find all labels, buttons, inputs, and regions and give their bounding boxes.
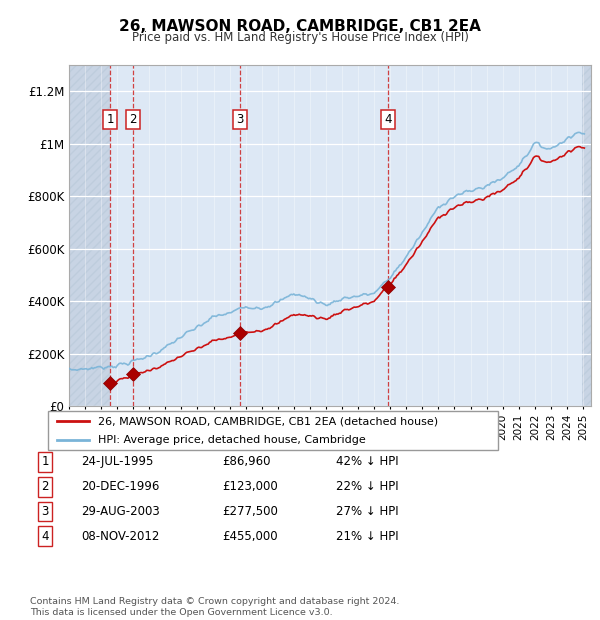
FancyBboxPatch shape [48,411,498,449]
Text: £123,000: £123,000 [222,480,278,493]
Bar [69,65,110,406]
Text: 24-JUL-1995: 24-JUL-1995 [81,456,154,468]
Text: 26, MAWSON ROAD, CAMBRIDGE, CB1 2EA: 26, MAWSON ROAD, CAMBRIDGE, CB1 2EA [119,19,481,33]
Text: 26, MAWSON ROAD, CAMBRIDGE, CB1 2EA (detached house): 26, MAWSON ROAD, CAMBRIDGE, CB1 2EA (det… [97,417,437,427]
Text: 4: 4 [384,113,392,126]
Text: HPI: Average price, detached house, Cambridge: HPI: Average price, detached house, Camb… [97,435,365,445]
Text: 1: 1 [106,113,114,126]
Text: 20-DEC-1996: 20-DEC-1996 [81,480,160,493]
Text: Price paid vs. HM Land Registry's House Price Index (HPI): Price paid vs. HM Land Registry's House … [131,31,469,44]
Text: 22% ↓ HPI: 22% ↓ HPI [336,480,398,493]
Text: 3: 3 [236,113,244,126]
Text: 42% ↓ HPI: 42% ↓ HPI [336,456,398,468]
Text: 08-NOV-2012: 08-NOV-2012 [81,530,160,542]
Text: 4: 4 [41,530,49,542]
Bar [581,65,591,406]
Text: 1: 1 [41,456,49,468]
Text: 2: 2 [41,480,49,493]
Text: Contains HM Land Registry data © Crown copyright and database right 2024.
This d: Contains HM Land Registry data © Crown c… [30,598,400,617]
Text: 2: 2 [129,113,137,126]
Text: £277,500: £277,500 [222,505,278,518]
Text: 3: 3 [41,505,49,518]
Text: 29-AUG-2003: 29-AUG-2003 [81,505,160,518]
Text: 27% ↓ HPI: 27% ↓ HPI [336,505,398,518]
Text: £455,000: £455,000 [222,530,278,542]
Bar [69,65,110,406]
Text: 21% ↓ HPI: 21% ↓ HPI [336,530,398,542]
Bar [581,65,591,406]
Text: £86,960: £86,960 [222,456,271,468]
